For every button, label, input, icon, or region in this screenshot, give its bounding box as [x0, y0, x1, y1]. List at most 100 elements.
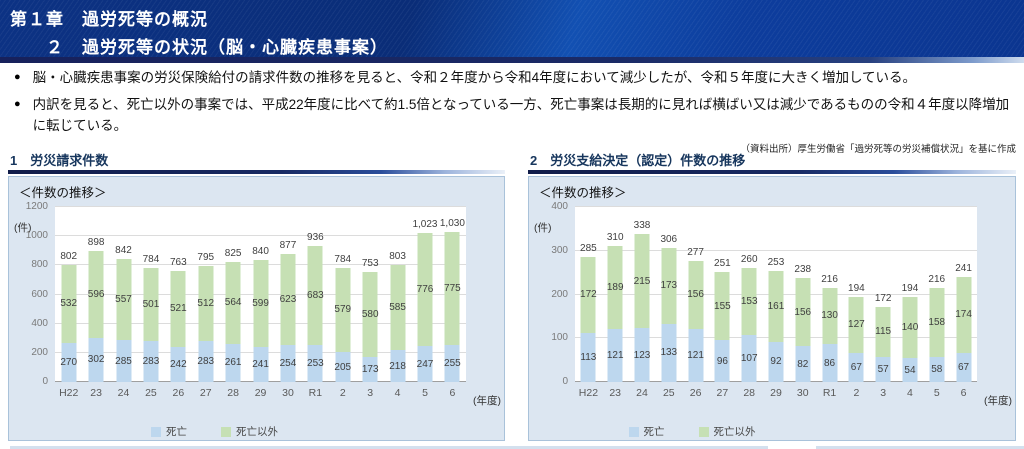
bar-column: 216 130 86 — [816, 207, 843, 382]
bar-label-non-death: 161 — [767, 301, 785, 313]
x-tick-label: 25 — [662, 387, 675, 399]
bar-label-death: 242 — [169, 358, 187, 370]
bar-segment-death — [170, 346, 186, 382]
claims-title-block: 1 労災請求件数 — [8, 153, 505, 174]
section-subtitle: ２ 過労死等の状況（脳・心臓疾患事案） — [46, 38, 388, 57]
bar-segment-death — [768, 341, 784, 382]
bar-segment-death — [225, 343, 241, 382]
bar-label-non-death: 521 — [169, 303, 187, 315]
bar-segment-non-death — [143, 267, 159, 341]
bar-label-death: 121 — [606, 350, 624, 362]
bar-label-total: 784 — [334, 253, 352, 265]
legend-swatch — [151, 426, 161, 437]
bar-segment-non-death — [280, 254, 296, 345]
bar-label-death: 58 — [931, 363, 943, 375]
bar-segment-death — [280, 344, 296, 382]
bar-label-non-death: 596 — [87, 289, 105, 300]
legend: 死亡 死亡以外 — [0, 424, 462, 439]
x-tick-label: 27 — [716, 387, 729, 399]
bar-label-death: 121 — [687, 350, 704, 362]
bar-column: 877 623 254 — [274, 207, 301, 382]
bar-segment-death — [929, 356, 945, 382]
bullet-icon: ● — [14, 71, 21, 83]
plot-area: 802 532 270 898 596 302 842 557 285 784 501 283 763 5… — [55, 206, 466, 382]
bar-segment-death — [607, 329, 623, 382]
bar-segment-non-death — [848, 297, 864, 353]
x-tick-label: 27 — [199, 387, 212, 399]
bar-segment-non-death — [929, 287, 945, 357]
y-axis: (件) 0 100 200 300 400 — [529, 201, 573, 387]
bar-label-death: 123 — [633, 349, 651, 361]
bar-label-total: 842 — [115, 245, 132, 257]
bar-label-death: 270 — [60, 356, 78, 368]
bar-segment-non-death — [170, 270, 186, 347]
bar-label-non-death: 130 — [821, 310, 838, 322]
bar-segment-non-death — [607, 246, 623, 330]
y-axis-unit: (件) — [14, 222, 32, 234]
bar-segment-non-death — [390, 264, 406, 351]
x-tick-label: 2 — [853, 387, 860, 399]
gridline — [55, 235, 466, 237]
bar-segment-death — [444, 344, 460, 382]
bars: 802 532 270 898 596 302 842 557 285 784 501 283 763 5… — [55, 207, 466, 382]
bar-segment-non-death — [116, 259, 132, 341]
x-tick-label: 30 — [282, 387, 294, 399]
decisions-title-block: 2 労災支給決定（認定）件数の推移 — [528, 153, 1016, 174]
chart-panel-decisions: ＜件数の推移＞ (件) 0 100 200 300 400 285 172 113 310 18… — [528, 176, 1016, 441]
x-tick-label: 25 — [145, 387, 157, 399]
bullet-item: ● 脳・心臓疾患事案の労災保険給付の請求件数の推移を見ると、令和２年度から令和4… — [14, 67, 1014, 88]
bar-label-non-death: 623 — [279, 294, 297, 306]
bar-label-non-death: 174 — [955, 309, 972, 321]
x-tick-label: 23 — [90, 387, 102, 399]
bar-label-non-death: 775 — [444, 282, 461, 294]
y-tick-label: 0 — [562, 376, 568, 387]
x-axis-unit: (年度) — [473, 395, 501, 407]
y-tick-label: 1200 — [25, 201, 48, 212]
bar-column: 260 153 107 — [736, 207, 763, 382]
bar-column: 253 161 92 — [763, 207, 790, 382]
bar-segment-death — [88, 337, 104, 382]
x-tick-label: 6 — [960, 387, 967, 399]
bar-label-death: 82 — [797, 358, 809, 370]
bar-segment-non-death — [335, 267, 351, 353]
bullet-item: ● 内訳を見ると、死亡以外の事案では、平成22年度に比べて約1.5倍となっている… — [14, 94, 1014, 136]
bar-column: 310 189 121 — [602, 207, 629, 382]
x-tick-label: 28 — [227, 387, 239, 399]
chart-panel-claims: ＜件数の推移＞ (件) 0 200 400 600 800 1000 1200 802 532… — [8, 176, 505, 441]
bar-segment-non-death — [225, 261, 241, 344]
bar-label-total: 216 — [928, 273, 946, 285]
chart-heading: ＜件数の推移＞ — [539, 186, 627, 200]
bar-column: 285 172 113 — [575, 207, 602, 382]
bar-segment-death — [253, 346, 269, 382]
bar-segment-non-death — [307, 245, 323, 346]
bar-column: 238 156 82 — [789, 207, 816, 382]
x-tick-label: R1 — [822, 387, 837, 399]
legend-item: 死亡 — [151, 424, 187, 439]
bar-column: 784 579 205 — [329, 207, 356, 382]
bar-column: 795 512 283 — [192, 207, 219, 382]
bar-label-non-death: 776 — [416, 283, 434, 295]
y-tick-label: 0 — [42, 376, 48, 387]
bar-label-total: 784 — [142, 253, 160, 265]
bar-label-non-death: 215 — [633, 275, 651, 287]
bar-segment-death — [143, 340, 159, 382]
bar-label-non-death: 599 — [252, 297, 269, 309]
x-axis-unit: (年度) — [984, 395, 1012, 407]
bar-column: 842 557 285 — [110, 207, 137, 382]
bar-label-non-death: 115 — [875, 326, 892, 338]
bar-segment-death — [848, 352, 864, 382]
bar-segment-non-death — [417, 232, 433, 346]
bar-label-death: 261 — [224, 357, 242, 369]
bar-segment-non-death — [362, 272, 378, 357]
bar-label-death: 57 — [877, 364, 889, 376]
bar-column: 936 683 253 — [302, 207, 329, 382]
bar-label-total: 260 — [740, 254, 758, 266]
x-axis-labels: H22 23 24 25 26 27 28 29 30 R1 2 3 4 5 6 — [575, 387, 977, 399]
bar-segment-non-death — [822, 287, 838, 345]
bar-label-non-death: 156 — [687, 289, 704, 301]
y-tick-label: 400 — [551, 201, 568, 212]
bar-label-non-death: 158 — [928, 316, 946, 328]
bar-label-death: 92 — [770, 356, 782, 368]
bar-label-total: 803 — [389, 250, 406, 262]
bar-label-death: 255 — [444, 357, 461, 369]
